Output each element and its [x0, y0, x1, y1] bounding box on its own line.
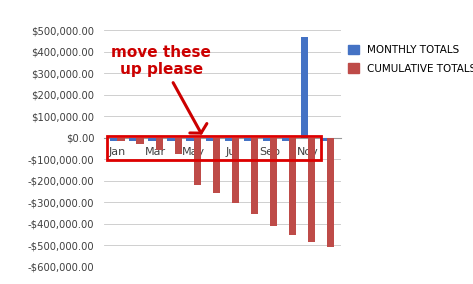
- Bar: [232, 138, 239, 203]
- Bar: [282, 138, 289, 141]
- Bar: [206, 138, 213, 141]
- Bar: [320, 138, 327, 141]
- Bar: [213, 138, 220, 193]
- Bar: [251, 138, 258, 214]
- Bar: [301, 37, 308, 138]
- Bar: [270, 138, 277, 226]
- Bar: [129, 138, 137, 141]
- Bar: [263, 138, 270, 141]
- Bar: [175, 138, 182, 154]
- Bar: [110, 138, 117, 141]
- Bar: [308, 138, 315, 242]
- Bar: [289, 138, 296, 235]
- Bar: [244, 138, 251, 141]
- Bar: [137, 138, 144, 144]
- Bar: [327, 138, 334, 247]
- Bar: [117, 138, 125, 141]
- Bar: [225, 138, 232, 141]
- Legend: MONTHLY TOTALS, CUMULATIVE TOTALS: MONTHLY TOTALS, CUMULATIVE TOTALS: [348, 45, 473, 74]
- Bar: [186, 138, 194, 141]
- Bar: [107, 136, 321, 160]
- Bar: [156, 138, 163, 150]
- Bar: [167, 138, 175, 141]
- Text: move these
up please: move these up please: [111, 45, 211, 133]
- Bar: [149, 138, 156, 141]
- Bar: [194, 138, 201, 185]
